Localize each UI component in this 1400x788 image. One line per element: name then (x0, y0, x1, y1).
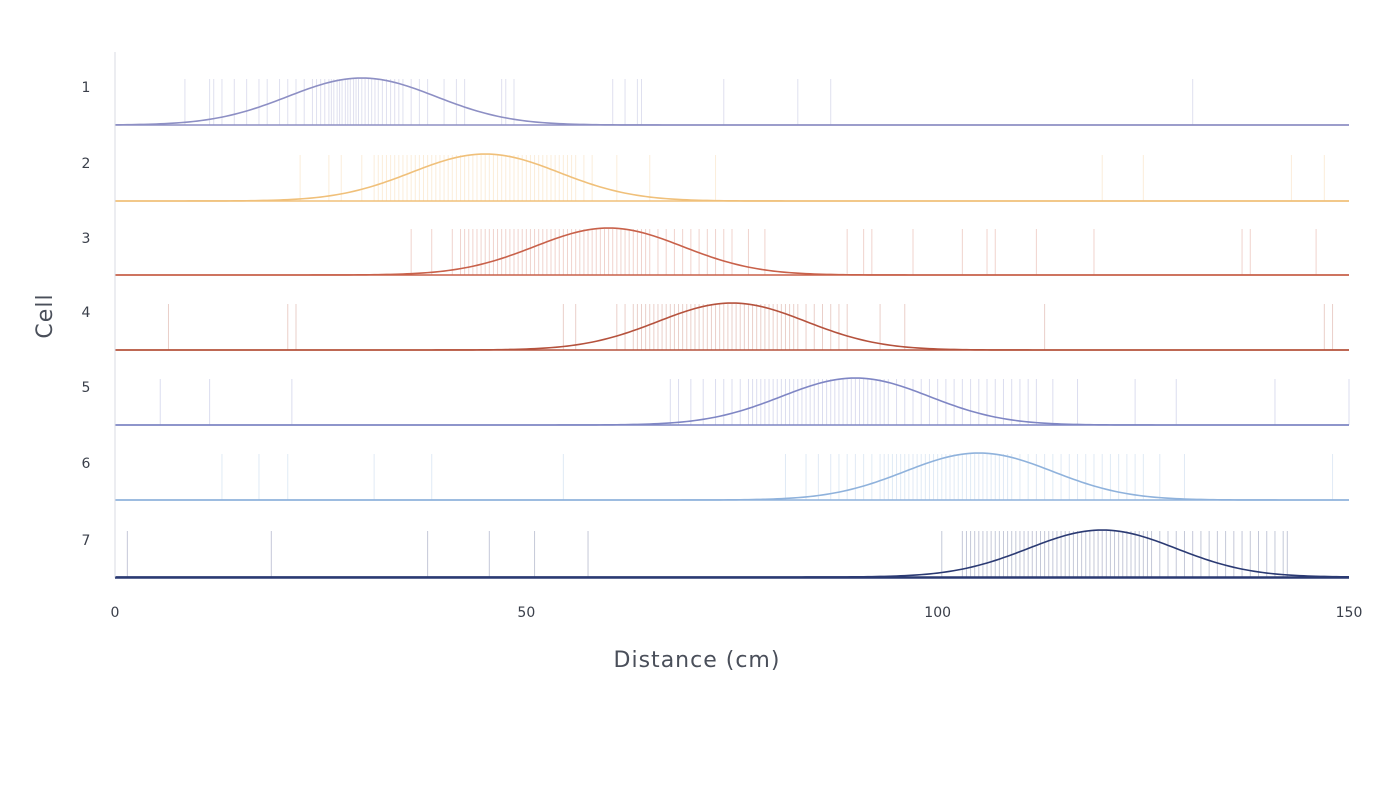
y-axis-title: Cell (33, 293, 58, 338)
x-tick-label: 150 (1336, 605, 1363, 621)
x-tick-labels: 0 50 100 150 (111, 605, 1363, 621)
cell-row-3: 3 (82, 227, 1349, 276)
chart-rows: 1 2 3 4 5 6 7 (82, 77, 1350, 578)
x-tick-label: 100 (924, 605, 951, 621)
cell-row-4: 4 (82, 302, 1349, 351)
cell-label: 1 (82, 80, 91, 96)
cell-row-1: 1 (82, 77, 1349, 126)
tuning-curve-2 (115, 153, 1349, 202)
cell-row-6: 6 (82, 452, 1349, 501)
cell-label: 3 (82, 231, 91, 247)
cell-row-7: 7 (82, 529, 1350, 578)
cell-label: 5 (82, 380, 91, 396)
cell-label: 4 (82, 305, 91, 321)
x-axis-title: Distance (cm) (614, 648, 781, 673)
cell-label: 7 (82, 533, 91, 549)
tuning-curve-3 (115, 227, 1349, 276)
tuning-curve-6 (115, 452, 1349, 501)
tuning-curve-4 (115, 302, 1349, 351)
cell-row-2: 2 (82, 153, 1349, 202)
cell-label: 2 (82, 156, 91, 172)
tuning-curve-1 (114, 77, 1349, 126)
cell-label: 6 (82, 456, 91, 472)
tuning-curve-5 (115, 377, 1349, 426)
cell-row-5: 5 (82, 377, 1350, 426)
x-tick-label: 50 (517, 605, 535, 621)
tuning-curve-7 (115, 529, 1350, 578)
x-tick-label: 0 (111, 605, 120, 621)
